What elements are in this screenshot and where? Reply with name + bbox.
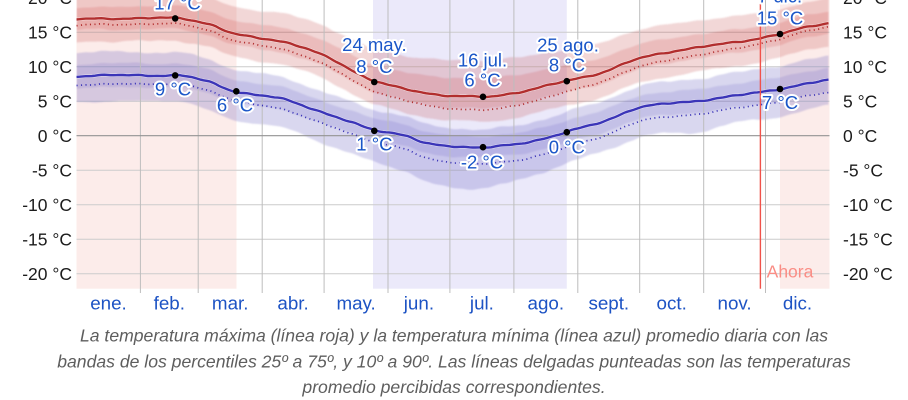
- svg-text:may.: may.: [336, 293, 375, 314]
- svg-text:24 may.: 24 may.: [342, 34, 406, 55]
- svg-text:15 °C: 15 °C: [843, 22, 887, 42]
- svg-text:oct.: oct.: [657, 293, 687, 314]
- svg-text:mar.: mar.: [212, 293, 249, 314]
- svg-text:15 °C: 15 °C: [28, 22, 72, 42]
- svg-text:0 °C: 0 °C: [38, 126, 72, 146]
- svg-text:-5 °C: -5 °C: [32, 160, 72, 180]
- svg-text:8 °C: 8 °C: [356, 56, 392, 77]
- svg-text:20 °C: 20 °C: [28, 0, 72, 8]
- svg-text:nov.: nov.: [718, 293, 752, 314]
- svg-text:0 °C: 0 °C: [549, 137, 585, 158]
- svg-text:7 dic.: 7 dic.: [758, 0, 802, 7]
- svg-text:10 °C: 10 °C: [28, 57, 72, 77]
- svg-text:Ahora: Ahora: [767, 262, 814, 282]
- svg-text:9 °C: 9 °C: [155, 79, 191, 100]
- svg-text:0 °C: 0 °C: [843, 126, 877, 146]
- svg-text:bandas de los percentiles 25º: bandas de los percentiles 25º a 75º, y 1…: [57, 351, 851, 371]
- svg-text:6 °C: 6 °C: [464, 70, 500, 91]
- svg-text:1 °C: 1 °C: [356, 134, 392, 155]
- svg-text:-15 °C: -15 °C: [843, 229, 893, 249]
- svg-text:-5 °C: -5 °C: [843, 160, 883, 180]
- svg-text:-10 °C: -10 °C: [22, 195, 72, 215]
- svg-text:16 jul.: 16 jul.: [458, 50, 507, 71]
- svg-text:-20 °C: -20 °C: [843, 264, 893, 284]
- svg-text:-2 °C: -2 °C: [461, 152, 503, 173]
- svg-text:abr.: abr.: [277, 293, 308, 314]
- svg-text:25 ago.: 25 ago.: [537, 35, 599, 56]
- svg-text:-20 °C: -20 °C: [22, 264, 72, 284]
- svg-text:feb.: feb.: [154, 293, 185, 314]
- svg-text:20 °C: 20 °C: [843, 0, 887, 8]
- svg-text:-10 °C: -10 °C: [843, 195, 893, 215]
- svg-text:10 °C: 10 °C: [843, 57, 887, 77]
- svg-text:promedio percibidas correspond: promedio percibidas correspondientes.: [301, 377, 605, 397]
- svg-text:jul.: jul.: [469, 293, 494, 314]
- svg-text:6 °C: 6 °C: [217, 95, 253, 116]
- svg-text:5 °C: 5 °C: [843, 91, 877, 111]
- svg-text:17 °C: 17 °C: [154, 0, 200, 13]
- svg-text:dic.: dic.: [783, 293, 812, 314]
- svg-text:8 °C: 8 °C: [549, 54, 585, 75]
- svg-text:jun.: jun.: [403, 293, 434, 314]
- svg-text:ago.: ago.: [528, 293, 565, 314]
- svg-text:ene.: ene.: [90, 293, 127, 314]
- svg-text:7 °C: 7 °C: [762, 92, 798, 113]
- svg-text:-15 °C: -15 °C: [22, 229, 72, 249]
- svg-text:15 °C: 15 °C: [757, 7, 803, 28]
- svg-text:La temperatura máxima (línea r: La temperatura máxima (línea roja) y la …: [80, 326, 828, 346]
- svg-text:sept.: sept.: [588, 293, 629, 314]
- svg-text:5 °C: 5 °C: [38, 91, 72, 111]
